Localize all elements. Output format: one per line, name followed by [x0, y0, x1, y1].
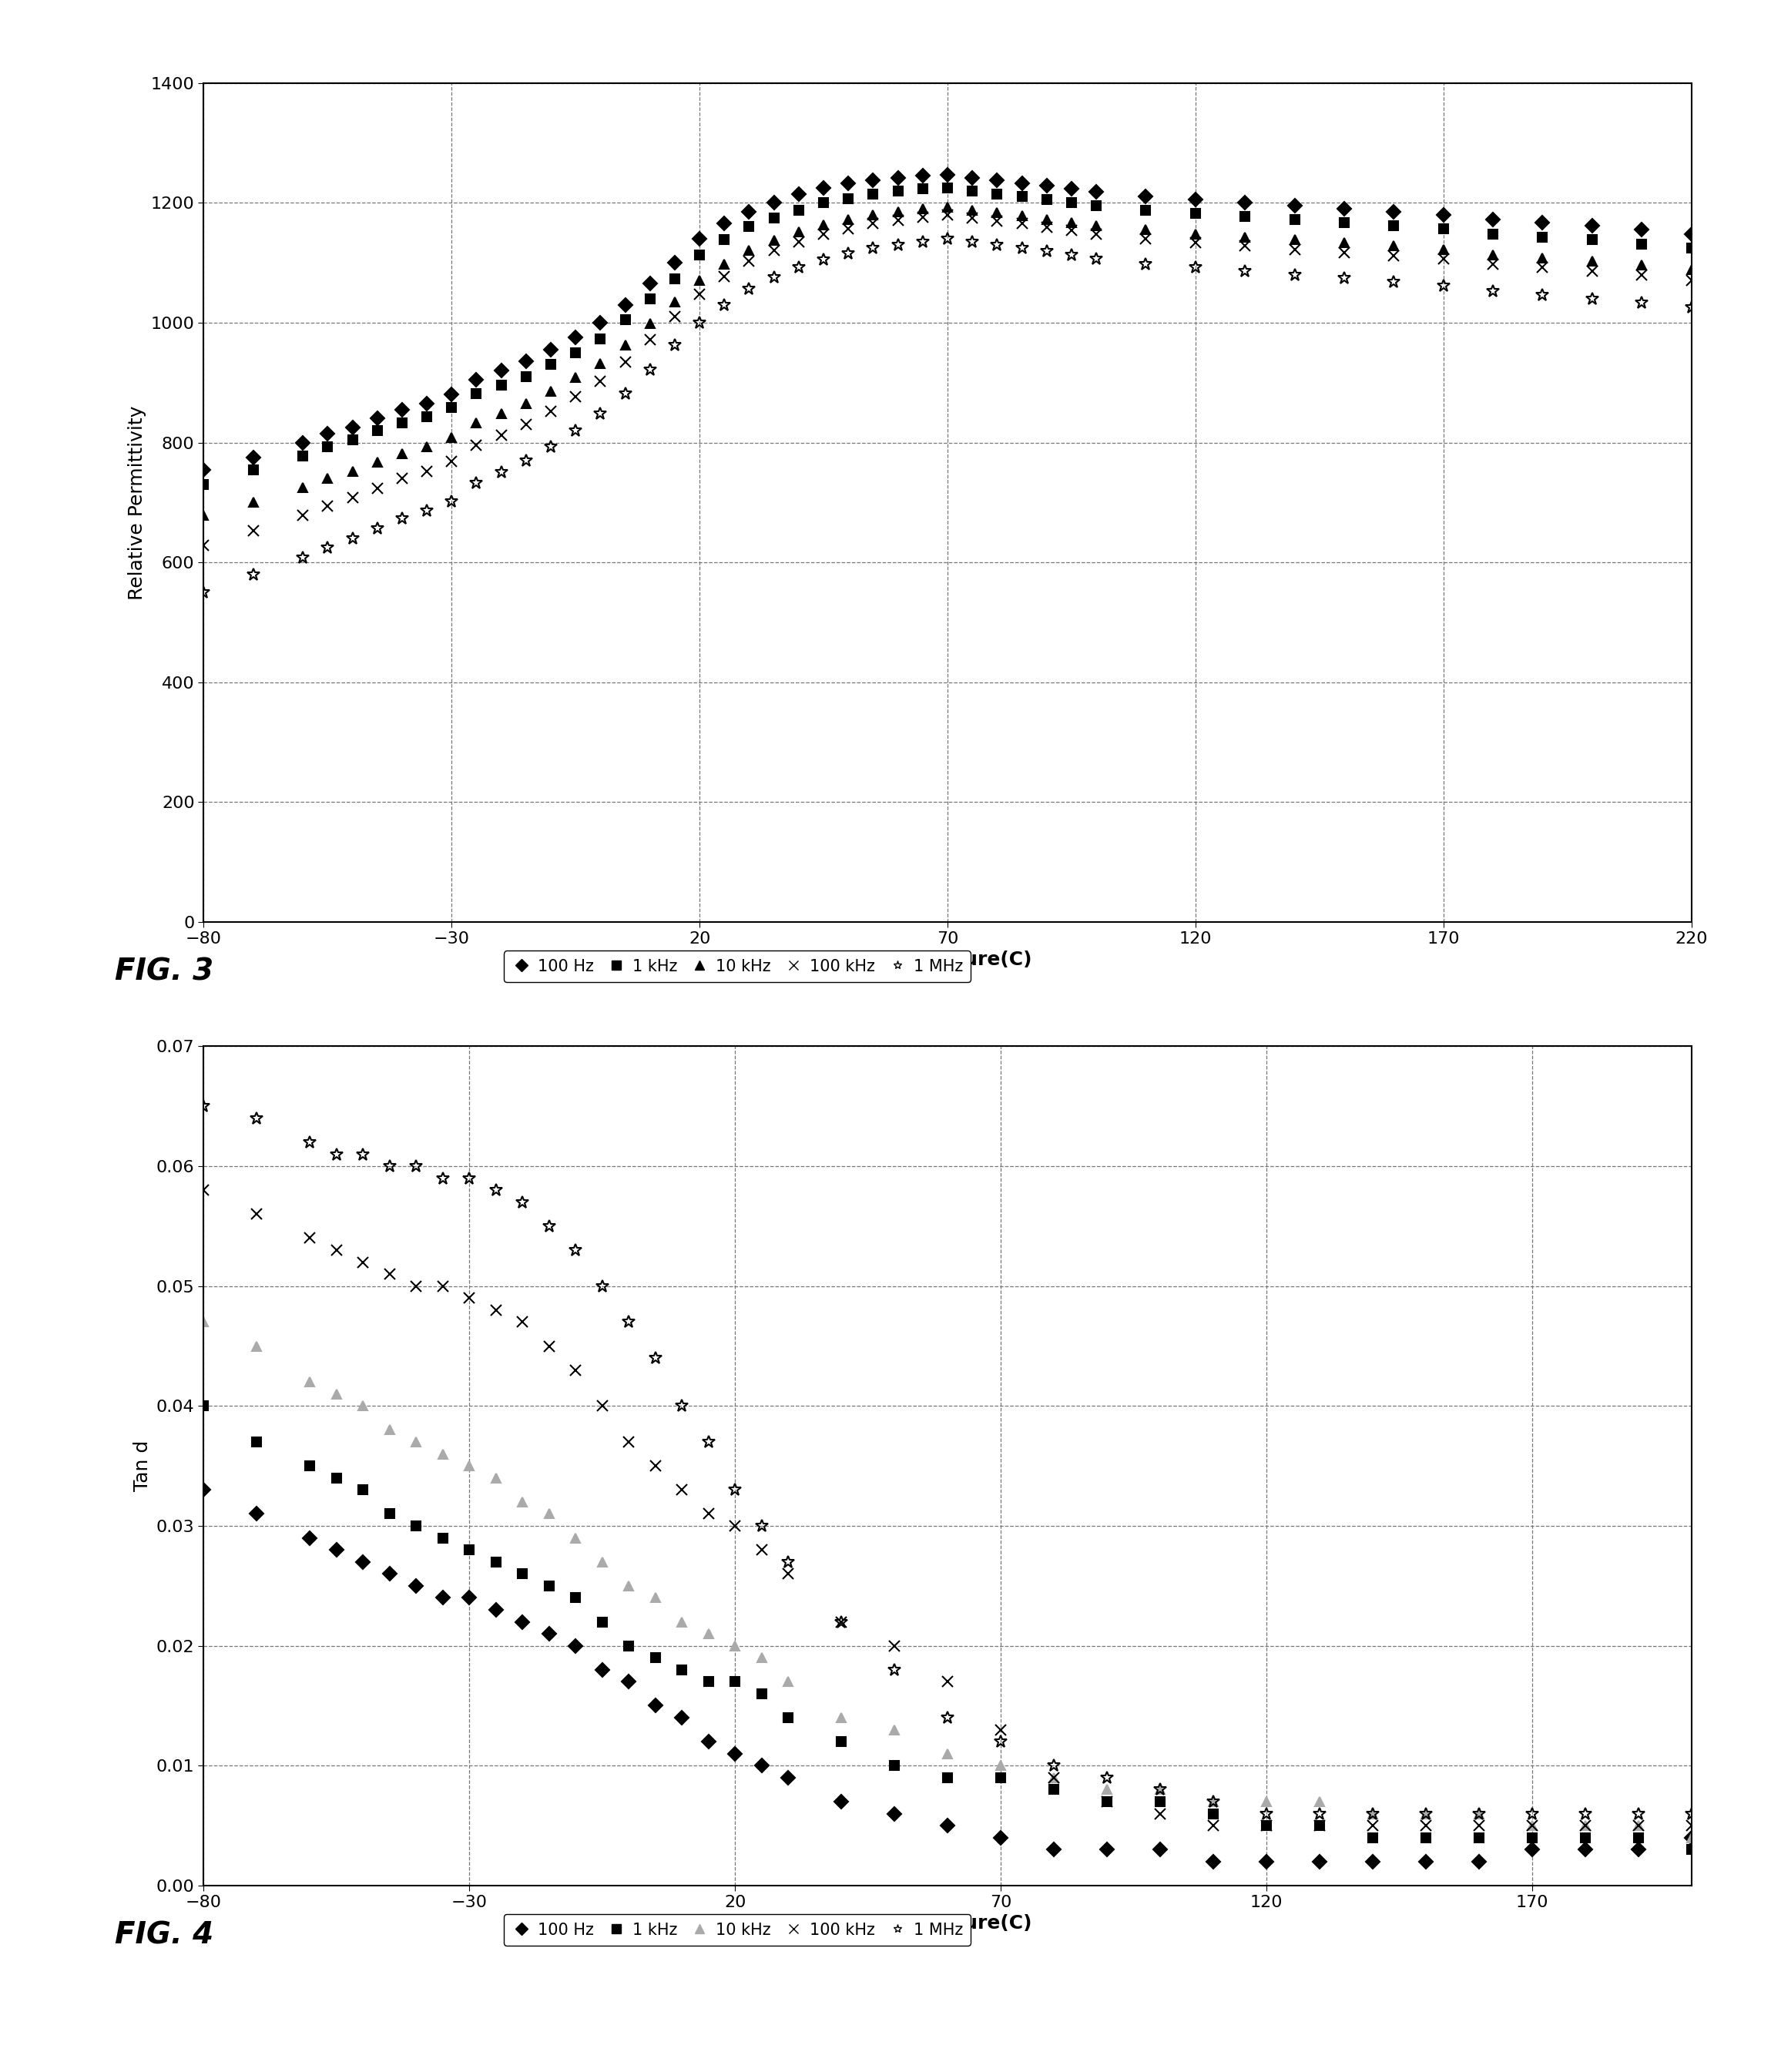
Text: FIG. 4: FIG. 4 [115, 1921, 214, 1950]
X-axis label: Temperature(C): Temperature(C) [862, 1915, 1032, 1933]
Legend: 100 Hz, 1 kHz, 10 kHz, 100 kHz, 1 MHz: 100 Hz, 1 kHz, 10 kHz, 100 kHz, 1 MHz [505, 951, 971, 982]
Y-axis label: Relative Permittivity: Relative Permittivity [128, 406, 147, 599]
X-axis label: Temperature(C): Temperature(C) [862, 951, 1032, 970]
Y-axis label: Tan d: Tan d [133, 1440, 152, 1492]
Legend: 100 Hz, 1 kHz, 10 kHz, 100 kHz, 1 MHz: 100 Hz, 1 kHz, 10 kHz, 100 kHz, 1 MHz [505, 1915, 971, 1946]
Text: FIG. 3: FIG. 3 [115, 957, 214, 986]
